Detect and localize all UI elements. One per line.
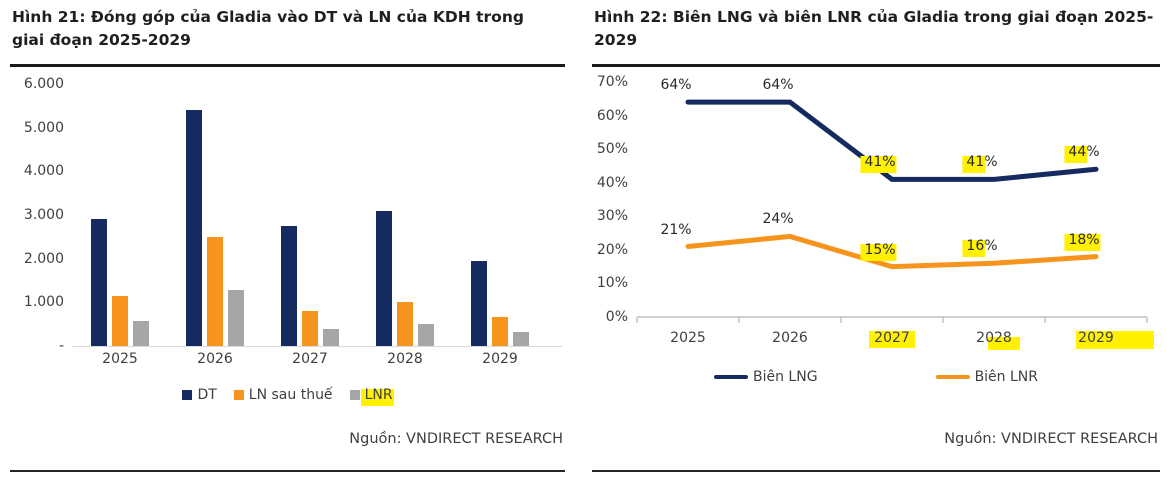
y-axis-tick-label: 10% bbox=[596, 275, 628, 292]
x-label-2029: 2029 bbox=[482, 351, 518, 367]
figure-21-bottom-rule bbox=[10, 470, 565, 472]
figure-22-title: Hình 22: Biên LNG và biên LNR của Gladia… bbox=[594, 8, 1154, 49]
bar-LN-sau-thuế-2029 bbox=[492, 317, 508, 346]
data-label-Biên-LNR-2028: 16% bbox=[962, 238, 998, 258]
data-label-Biên-LNR-2026: 24% bbox=[762, 211, 794, 228]
legend-line-swatch-icon bbox=[714, 374, 748, 380]
figure-22-panel: Hình 22: Biên LNG và biên LNR của Gladia… bbox=[592, 0, 1160, 488]
x-label-2029: 2029 bbox=[1064, 330, 1154, 349]
figure-21-source: Nguồn: VNDIRECT RESEARCH bbox=[349, 431, 563, 447]
x-axis-line bbox=[636, 316, 1148, 323]
data-label-Biên-LNG-2029: 44% bbox=[1064, 144, 1100, 164]
bar-LNR-2026 bbox=[228, 290, 244, 346]
y-axis-tick-label: 1.000 bbox=[23, 294, 64, 311]
x-label-2027: 2027 bbox=[292, 351, 328, 367]
bar-LN-sau-thuế-2026 bbox=[207, 237, 223, 346]
x-label-2025: 2025 bbox=[102, 351, 138, 367]
data-label-Biên-LNG-2027: 41% bbox=[860, 154, 897, 174]
legend-label: DT bbox=[197, 387, 217, 403]
legend-swatch-icon bbox=[349, 390, 360, 400]
bar-LNR-2025 bbox=[133, 321, 149, 346]
data-label-Biên-LNR-2025: 21% bbox=[660, 221, 692, 238]
y-axis-tick-label: 6.000 bbox=[23, 76, 64, 92]
y-axis-tick-label: 3.000 bbox=[23, 207, 64, 223]
legend-line-swatch-icon bbox=[935, 374, 970, 380]
legend-item-LN-sau-thuế: LN sau thuế bbox=[233, 387, 333, 403]
figure-21-top-rule bbox=[10, 64, 565, 67]
y-axis-tick-label: 20% bbox=[596, 241, 628, 258]
legend-label: Biên LNG bbox=[753, 369, 818, 385]
bar-DT-2026 bbox=[186, 110, 202, 346]
x-axis-line bbox=[72, 346, 562, 347]
legend-label: LNR bbox=[360, 387, 394, 406]
data-label-Biên-LNG-2026: 64% bbox=[762, 77, 794, 94]
y-axis-tick-label: 0% bbox=[605, 309, 628, 325]
figure-21-title: Hình 21: Đóng góp của Gladia vào DT và L… bbox=[12, 8, 524, 49]
x-label-2028: 2028 bbox=[387, 351, 423, 367]
data-label-Biên-LNR-2027: 15% bbox=[860, 241, 897, 261]
data-label-Biên-LNR-2029: 18% bbox=[1064, 231, 1101, 251]
legend-item-Biên-LNG: Biên LNG bbox=[714, 369, 818, 385]
series-line-Biên-LNG bbox=[685, 99, 1099, 182]
bar-LN-sau-thuế-2027 bbox=[302, 311, 318, 346]
y-axis-tick-label: 2.000 bbox=[23, 250, 64, 267]
x-label-2026: 2026 bbox=[772, 330, 808, 346]
x-label-2025: 2025 bbox=[670, 330, 706, 346]
figure-21-panel: Hình 21: Đóng góp của Gladia vào DT và L… bbox=[10, 0, 565, 488]
bar-LNR-2027 bbox=[323, 329, 339, 346]
x-label-2026: 2026 bbox=[197, 351, 233, 367]
bar-LNR-2028 bbox=[418, 324, 434, 346]
legend-label-highlight: LNR bbox=[360, 387, 394, 406]
legend-swatch-icon bbox=[182, 390, 193, 400]
figure-22-top-rule bbox=[592, 64, 1160, 67]
line-chart-svg bbox=[636, 99, 1148, 323]
y-axis-tick-label: 50% bbox=[596, 141, 628, 158]
bar-LN-sau-thuế-2028 bbox=[397, 302, 413, 346]
legend-item-LNR: LNR bbox=[349, 387, 394, 406]
bar-LNR-2029 bbox=[513, 332, 529, 346]
data-label-Biên-LNG-2025: 64% bbox=[660, 77, 692, 94]
bar-chart-legend: DT LN sau thuế LNR bbox=[10, 387, 565, 406]
bar-LN-sau-thuế-2025 bbox=[112, 296, 128, 346]
bar-DT-2029 bbox=[471, 261, 487, 346]
y-axis-tick-label: 70% bbox=[596, 74, 628, 90]
data-label-Biên-LNG-2028: 41% bbox=[962, 154, 998, 174]
bar-DT-2027 bbox=[281, 226, 297, 346]
y-axis-tick-label: 30% bbox=[596, 208, 628, 225]
y-axis-tick-label: 60% bbox=[596, 107, 628, 124]
figure-22-bottom-rule bbox=[592, 470, 1160, 472]
x-label-2028: 2028 bbox=[962, 330, 1026, 350]
legend-swatch-icon bbox=[233, 390, 244, 400]
x-label-2027: 2027 bbox=[860, 330, 924, 348]
bar-DT-2028 bbox=[376, 211, 392, 346]
legend-item-Biên-LNR: Biên LNR bbox=[935, 369, 1038, 385]
y-axis-tick-label: 40% bbox=[596, 174, 628, 191]
legend-item-DT: DT bbox=[182, 387, 217, 403]
y-axis-tick-label: 5.000 bbox=[23, 119, 64, 136]
line-chart-legend: Biên LNG Biên LNR bbox=[592, 369, 1160, 385]
legend-label: LN sau thuế bbox=[248, 387, 333, 403]
bar-DT-2025 bbox=[91, 219, 107, 346]
y-axis-tick-label: 4.000 bbox=[23, 163, 64, 180]
figure-22-source: Nguồn: VNDIRECT RESEARCH bbox=[944, 431, 1158, 447]
y-axis-tick-label: - bbox=[58, 338, 64, 354]
series-line-Biên-LNR bbox=[685, 233, 1099, 270]
legend-label: Biên LNR bbox=[974, 369, 1038, 385]
